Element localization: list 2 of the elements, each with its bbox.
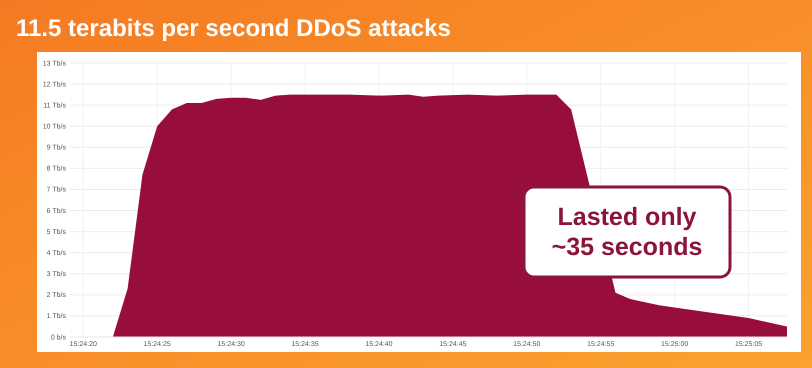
annotation: Lasted only ~35 seconds bbox=[552, 203, 702, 261]
chart-title: 11.5 terabits per second DDoS attacks bbox=[16, 15, 451, 42]
